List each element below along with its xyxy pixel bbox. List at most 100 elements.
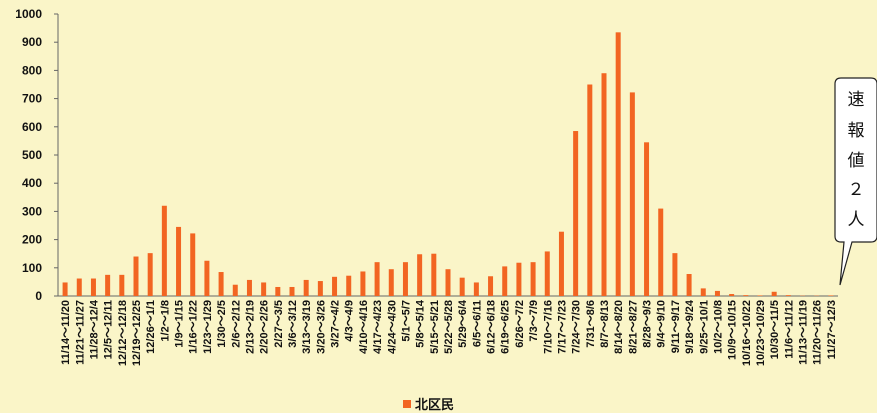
callout-char: 人 <box>848 210 865 230</box>
x-tick-label: 11/20～11/26 <box>812 300 824 365</box>
bar <box>204 260 210 296</box>
bar <box>516 262 522 296</box>
x-tick-label: 8/14～8/20 <box>613 300 625 354</box>
x-tick-label: 11/28～12/4 <box>88 299 100 359</box>
x-tick-label: 4/3～4/9 <box>344 300 356 342</box>
bar <box>445 269 451 296</box>
x-tick-label: 10/9～10/15 <box>727 300 739 360</box>
preliminary-value-callout: 速 報 値 ２ 人 <box>834 77 877 286</box>
bar <box>473 282 479 296</box>
x-tick-label: 2/20～2/26 <box>259 300 271 354</box>
bar <box>303 279 309 296</box>
bar <box>615 32 621 296</box>
x-tick-label: 4/24～4/30 <box>386 300 398 354</box>
x-tick-label: 1/30～2/5 <box>216 300 228 348</box>
x-tick-label: 9/18～9/24 <box>684 299 696 354</box>
x-tick-label: 12/19～12/25 <box>131 300 143 366</box>
y-tick-label: 700 <box>22 92 42 106</box>
bar <box>729 294 735 296</box>
bar <box>530 262 536 296</box>
callout-char: 報 <box>848 121 865 141</box>
x-tick-label: 1/16～1/22 <box>188 300 200 354</box>
x-tick-label: 7/31～8/6 <box>585 300 597 348</box>
x-tick-label: 5/8～5/14 <box>415 299 427 348</box>
bar <box>176 226 182 296</box>
x-tick-label: 11/21～11/27 <box>74 300 86 365</box>
bar <box>261 282 267 296</box>
x-tick-label: 10/30～11/5 <box>769 300 781 359</box>
x-tick-label: 2/6～2/12 <box>230 300 242 348</box>
bar <box>700 288 706 296</box>
x-tick-label: 11/6～11/12 <box>783 300 795 359</box>
x-tick-label: 6/26～7/2 <box>514 300 526 348</box>
x-tick-label: 8/28～9/3 <box>642 300 654 348</box>
bar <box>90 278 96 296</box>
bars <box>62 32 834 297</box>
x-tick-label: 9/4～9/10 <box>656 300 668 348</box>
bar <box>629 92 635 297</box>
y-tick-label: 600 <box>22 120 42 134</box>
bar <box>644 142 650 296</box>
x-tick-label: 10/2～10/8 <box>712 300 724 354</box>
x-tick-label: 4/17～4/23 <box>372 300 384 354</box>
bar <box>246 279 252 296</box>
x-tick-label: 12/26～1/1 <box>145 300 157 354</box>
legend-swatch <box>403 400 411 408</box>
bar <box>743 295 749 296</box>
x-tick-label: 1/2～1/8 <box>159 300 171 342</box>
x-tick-label: 11/14～11/20 <box>60 300 72 365</box>
bar <box>105 274 111 296</box>
bar <box>119 274 125 296</box>
x-tick-label: 3/20～3/26 <box>315 300 327 354</box>
x-tick-label: 5/15～5/21 <box>429 300 441 354</box>
bar <box>133 256 139 296</box>
bar <box>147 253 153 296</box>
x-tick-label: 7/24～7/30 <box>571 300 583 354</box>
bar <box>402 262 408 296</box>
y-tick-label: 100 <box>22 261 42 275</box>
x-tick-label: 12/5～12/11 <box>103 300 115 359</box>
bar <box>190 233 196 296</box>
bar <box>431 253 437 296</box>
x-tick-label: 2/27～3/5 <box>273 300 285 348</box>
bar <box>360 271 366 296</box>
bar <box>417 254 423 296</box>
x-tick-label: 6/19～6/25 <box>500 300 512 354</box>
y-tick-label: 300 <box>22 204 42 218</box>
bar <box>757 295 763 296</box>
x-tick-label: 1/9～1/15 <box>174 300 186 348</box>
legend: 北区民 <box>403 398 454 413</box>
y-tick-label: 900 <box>22 35 42 49</box>
x-tick-label: 3/13～3/19 <box>301 300 313 354</box>
x-tick-label: 4/10～4/16 <box>358 300 370 354</box>
bar <box>573 131 579 296</box>
y-tick-label: 0 <box>35 289 42 303</box>
x-tick-label: 7/10～7/16 <box>542 300 554 354</box>
bar <box>558 231 564 296</box>
bar <box>828 295 834 296</box>
bar <box>686 274 692 296</box>
y-tick-labels: 0 100 200 300 400 500 600 700 800 900 1000 <box>15 7 58 303</box>
x-tick-label: 11/13～11/19 <box>798 300 810 365</box>
bar <box>388 269 394 296</box>
x-tick-label: 12/12～12/18 <box>117 300 129 366</box>
x-tick-label: 7/17～7/23 <box>556 300 568 354</box>
x-tick-label: 8/21～8/27 <box>627 300 639 354</box>
y-tick-label: 200 <box>22 233 42 247</box>
bar <box>658 208 664 296</box>
x-tick-label: 1/23～1/29 <box>202 300 214 354</box>
x-tick-label: 5/29～6/4 <box>457 299 469 348</box>
bar <box>459 277 465 296</box>
bar <box>218 272 224 296</box>
bar <box>62 282 68 296</box>
bar <box>488 276 494 296</box>
x-tick-labels: 11/14～11/20 11/21～11/27 11/28～12/4 12/5～12/… <box>60 299 838 366</box>
y-tick-label: 800 <box>22 63 42 77</box>
x-tick-label: 2/13～2/19 <box>244 300 256 354</box>
x-tick-label: 5/22～5/28 <box>443 300 455 354</box>
bar <box>275 286 281 296</box>
x-tick-label: 3/6～3/12 <box>287 300 299 348</box>
bar <box>587 84 593 296</box>
